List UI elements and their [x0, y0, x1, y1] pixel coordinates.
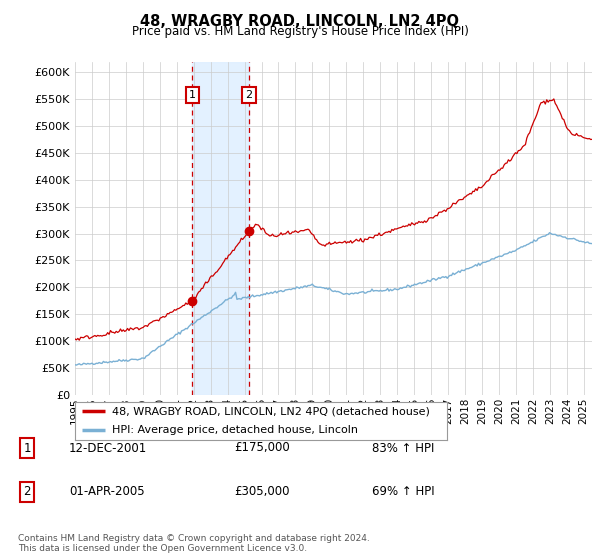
Text: 69% ↑ HPI: 69% ↑ HPI [372, 485, 434, 498]
Text: £305,000: £305,000 [234, 485, 290, 498]
Text: 48, WRAGBY ROAD, LINCOLN, LN2 4PQ: 48, WRAGBY ROAD, LINCOLN, LN2 4PQ [140, 14, 460, 29]
Text: 01-APR-2005: 01-APR-2005 [69, 485, 145, 498]
Text: 83% ↑ HPI: 83% ↑ HPI [372, 441, 434, 455]
Text: 48, WRAGBY ROAD, LINCOLN, LN2 4PQ (detached house): 48, WRAGBY ROAD, LINCOLN, LN2 4PQ (detac… [112, 406, 430, 416]
Text: 2: 2 [23, 485, 31, 498]
Text: 12-DEC-2001: 12-DEC-2001 [69, 441, 147, 455]
Text: 1: 1 [189, 90, 196, 100]
Text: Price paid vs. HM Land Registry's House Price Index (HPI): Price paid vs. HM Land Registry's House … [131, 25, 469, 38]
Bar [193, 62, 249, 395]
Text: HPI: Average price, detached house, Lincoln: HPI: Average price, detached house, Linc… [112, 425, 358, 435]
Text: 2: 2 [245, 90, 253, 100]
Text: £175,000: £175,000 [234, 441, 290, 455]
Text: 1: 1 [23, 441, 31, 455]
Text: Contains HM Land Registry data © Crown copyright and database right 2024.
This d: Contains HM Land Registry data © Crown c… [18, 534, 370, 553]
